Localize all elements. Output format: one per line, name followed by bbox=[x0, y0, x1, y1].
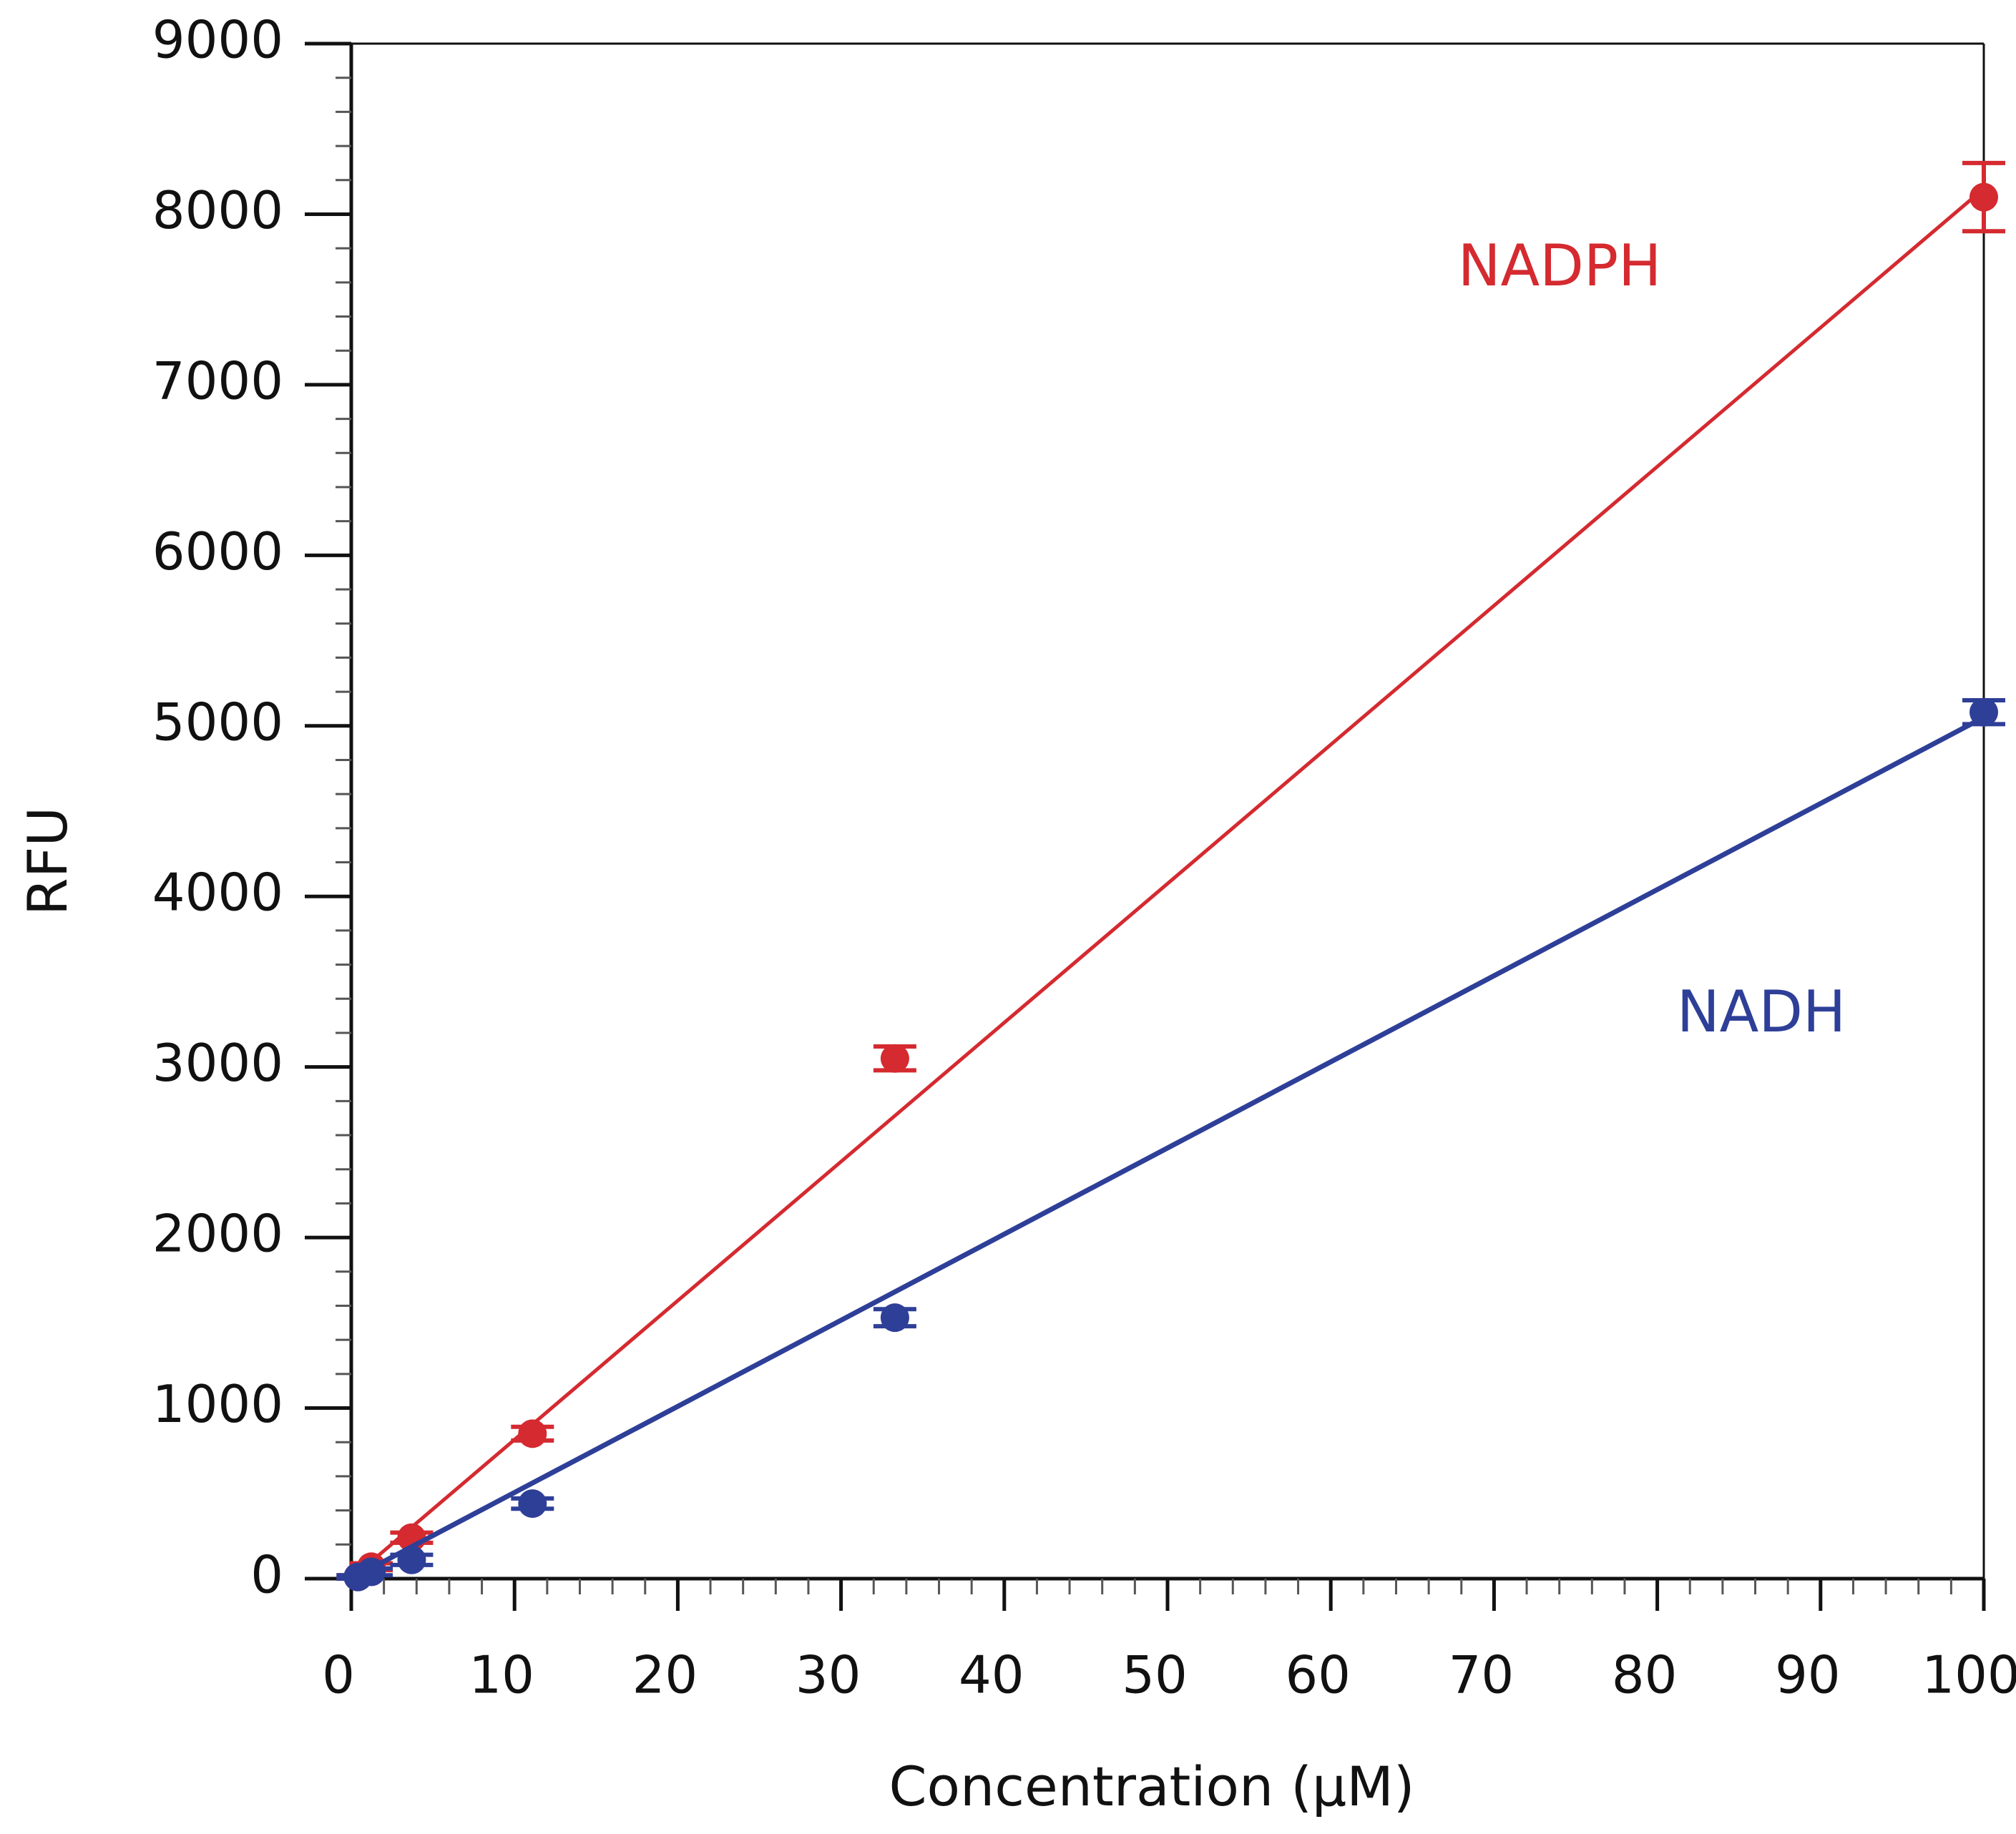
x-tick-label: 60 bbox=[1285, 1645, 1351, 1705]
y-axis-title: RFU bbox=[16, 807, 79, 916]
y-tick-label: 2000 bbox=[152, 1204, 283, 1264]
x-axis-title: Concentration (µM) bbox=[889, 1755, 1414, 1818]
x-tick-label: 100 bbox=[1922, 1645, 2016, 1705]
point bbox=[357, 1557, 386, 1587]
x-tick-label: 50 bbox=[1122, 1645, 1188, 1705]
point bbox=[1969, 697, 1998, 727]
x-tick-label: 20 bbox=[632, 1645, 698, 1705]
y-tick-label: 3000 bbox=[152, 1033, 283, 1093]
point bbox=[397, 1545, 426, 1574]
fit-line bbox=[350, 187, 1985, 1580]
series-label: NADPH bbox=[1458, 232, 1662, 299]
x-tick-label: 70 bbox=[1449, 1645, 1515, 1705]
x-tick-label: 0 bbox=[322, 1645, 355, 1705]
x-tick-label: 40 bbox=[959, 1645, 1024, 1705]
y-tick-label: 8000 bbox=[152, 180, 283, 240]
point bbox=[1969, 182, 1998, 212]
x-tick-label: 30 bbox=[796, 1645, 861, 1705]
point bbox=[880, 1044, 909, 1073]
point bbox=[880, 1303, 909, 1333]
fit-line bbox=[350, 715, 1985, 1582]
point bbox=[518, 1489, 547, 1519]
y-tick-label: 4000 bbox=[152, 863, 283, 923]
point bbox=[518, 1419, 547, 1448]
y-tick-label: 0 bbox=[250, 1545, 283, 1605]
x-tick-label: 90 bbox=[1775, 1645, 1841, 1705]
y-tick-label: 7000 bbox=[152, 350, 283, 411]
y-tick-label: 1000 bbox=[152, 1374, 283, 1434]
series-label: NADH bbox=[1677, 979, 1846, 1045]
y-tick-label: 6000 bbox=[152, 521, 283, 582]
y-tick-label: 5000 bbox=[152, 692, 283, 752]
x-tick-label: 10 bbox=[469, 1645, 534, 1705]
x-tick-label: 80 bbox=[1612, 1645, 1678, 1705]
y-tick-label: 9000 bbox=[152, 10, 283, 70]
